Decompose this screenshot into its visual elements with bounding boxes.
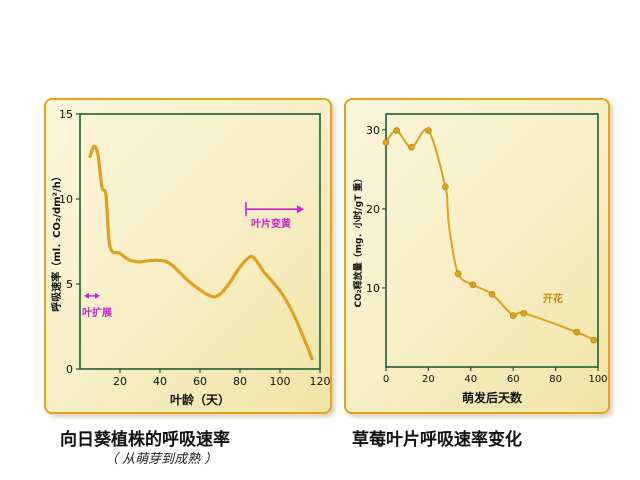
plot-frame [79, 113, 321, 370]
left-chart-subcaption: （ 从萌芽到成熟 ） [105, 452, 218, 467]
co2-release-curve [385, 128, 595, 342]
x-tick-label: 40 [153, 375, 167, 388]
x-tick-label: 120 [310, 375, 331, 388]
y-tick-label: 0 [66, 363, 73, 376]
x-axis-label: 萌发后天数 [462, 390, 523, 405]
y-tick-label: 30 [366, 124, 380, 137]
yellowing-label: 叶片变黄 [251, 217, 291, 230]
data-point [408, 143, 415, 151]
data-point [393, 127, 400, 134]
data-point [454, 270, 462, 278]
x-tick-label: 60 [507, 374, 520, 385]
y-tick-label: 10 [59, 193, 73, 206]
x-tick-label: 80 [549, 374, 562, 385]
y-axis-label: CO₂释放量（mg．小时/gT 重） [352, 173, 364, 307]
data-point [425, 127, 432, 134]
x-tick-label: 100 [588, 374, 607, 385]
x-tick-label: 100 [270, 375, 291, 388]
x-tick-label: 20 [113, 375, 127, 388]
y-tick-label: 15 [59, 108, 73, 121]
data-point [520, 309, 528, 317]
yellowing-arrow-head [297, 205, 304, 214]
x-tick-label: 80 [233, 375, 247, 388]
data-point [469, 281, 477, 289]
expansion-arrow-head-right [95, 292, 100, 299]
right-chart-panel: 0 20 40 60 80 100 10 20 30 萌发后天数 CO₂释放量（mg．小时/gT 重… [344, 98, 610, 414]
left-chart-panel: 20 40 60 80 100 120 0 5 10 15 叶龄（天） 呼吸速率（ml．CO₂/dm²… [44, 98, 332, 414]
expansion-label: 叶扩展 [82, 306, 112, 319]
data-point [488, 290, 496, 298]
x-tick-label: 0 [383, 374, 389, 385]
data-point [382, 139, 390, 146]
left-chart-caption: 向日葵植株的呼吸速率 [60, 430, 230, 450]
x-axis-label: 叶龄（天） [170, 392, 230, 407]
respiration-curve [88, 144, 314, 361]
right-chart-caption: 草莓叶片呼吸速率变化 [352, 430, 522, 450]
y-tick-label: 20 [366, 203, 380, 216]
y-tick-label: 10 [366, 282, 380, 295]
x-tick-label: 60 [193, 375, 207, 388]
data-point [573, 328, 581, 336]
y-axis-label: 呼吸速率（ml．CO₂/dm²/h） [50, 171, 63, 311]
data-point [590, 336, 598, 344]
flowering-label: 开花 [543, 292, 563, 305]
left-chart-svg: 20 40 60 80 100 120 0 5 10 15 叶龄（天） 呼吸速率（ml．CO₂/dm²… [50, 108, 331, 407]
right-chart-svg: 0 20 40 60 80 100 10 20 30 萌发后天数 CO₂释放量（mg．小时/gT 重… [352, 113, 608, 405]
y-tick-label: 5 [66, 278, 73, 291]
data-point [442, 183, 449, 191]
plot-frame [385, 113, 599, 368]
x-tick-label: 20 [422, 374, 435, 385]
data-point [509, 312, 517, 319]
x-tick-label: 40 [464, 374, 477, 385]
expansion-arrow-head-left [84, 292, 89, 299]
